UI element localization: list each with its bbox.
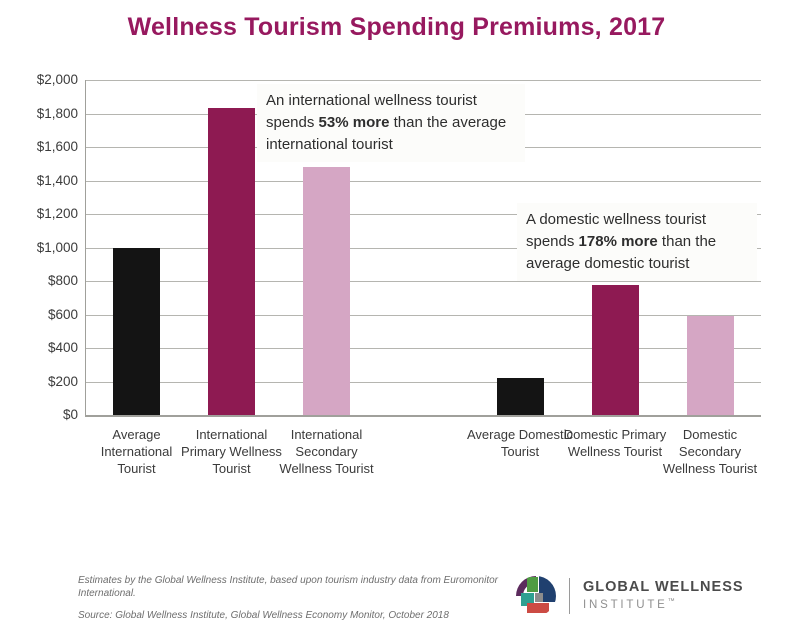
annotation-international-premium: An international wellness tourist spends… — [257, 84, 525, 162]
x-axis-category-label: International Primary Wellness Tourist — [181, 427, 282, 476]
x-axis-category-label: International Secondary Wellness Tourist — [279, 427, 374, 476]
global-wellness-institute-logo: GLOBAL WELLNESS INSTITUTE™ — [516, 576, 744, 616]
annotation-domestic-premium: A domestic wellness tourist spends 178% … — [517, 203, 757, 281]
y-axis-tick-label: $200 — [47, 373, 78, 389]
gridline — [86, 281, 761, 282]
annotation-text-post: than the average international tourist — [266, 114, 507, 153]
footer-estimates-text: Estimates by the Global Wellness Institu… — [78, 575, 499, 599]
bar-domestic-secondary-wellness-tourist — [686, 316, 734, 415]
y-axis-tick-label: $1,200 — [36, 206, 78, 221]
y-axis-tick-label: $0 — [62, 407, 78, 422]
annotation-text-post: than the average domestic tourist — [526, 233, 717, 272]
logo-institute-text: INSTITUTE™ — [583, 598, 675, 612]
gridline — [86, 247, 761, 249]
bar-international-secondary-wellness-tourist — [303, 167, 350, 415]
y-axis-tick-label: $800 — [47, 273, 78, 288]
annotation-text-pre: A domestic wellness tourist spends — [526, 211, 707, 250]
y-axis-tick-label: $2,000 — [36, 72, 78, 87]
y-axis-tick-label: $1,600 — [36, 139, 78, 154]
x-axis-category-label: Average Domestic Tourist — [467, 427, 573, 459]
trademark-symbol: ™ — [667, 598, 675, 606]
footer-source-text: Source: Global Wellness Institute, Globa… — [78, 610, 449, 621]
logo-divider — [569, 578, 570, 614]
y-axis-tick-label: $400 — [47, 340, 78, 355]
logo-name-text: GLOBAL WELLNESS — [583, 579, 744, 596]
gridline — [86, 180, 761, 182]
annotation-text-pre: An international wellness tourist spends — [266, 92, 477, 131]
page-title: Wellness Tourism Spending Premiums, 2017 — [127, 13, 666, 41]
y-axis-tick-label: $1,800 — [36, 105, 78, 121]
annotation-text-bold: 178% more — [578, 233, 658, 250]
x-axis-category-label: Average International Tourist — [100, 427, 173, 476]
bar-domestic-primary-wellness-tourist — [591, 285, 639, 415]
y-axis-tick-label: $1,000 — [36, 239, 78, 255]
bar-average-international-tourist — [113, 247, 160, 415]
annotation-text-bold: 53% more — [318, 114, 390, 131]
gridline — [86, 381, 761, 383]
logo-text-block: GLOBAL WELLNESS INSTITUTE™ — [583, 579, 744, 612]
y-axis-tick-label: $1,400 — [36, 172, 78, 188]
x-axis-category-label: Domestic Primary Wellness Tourist — [563, 427, 667, 459]
gridline — [86, 348, 761, 349]
bar-chart-plot-area: An international wellness tourist spends… — [37, 72, 761, 476]
gwi-logo-mark-icon — [516, 576, 556, 616]
gridline — [86, 314, 761, 316]
y-axis-tick-label: $600 — [47, 306, 78, 322]
bar-average-domestic-tourist — [496, 378, 544, 415]
gridline — [86, 80, 761, 81]
x-axis-category-label: Domestic Secondary Wellness Tourist — [662, 427, 758, 476]
bar-international-primary-wellness-tourist — [208, 108, 255, 415]
footer-notes: Estimates by the Global Wellness Institu… — [78, 574, 498, 622]
gridline — [86, 214, 761, 215]
